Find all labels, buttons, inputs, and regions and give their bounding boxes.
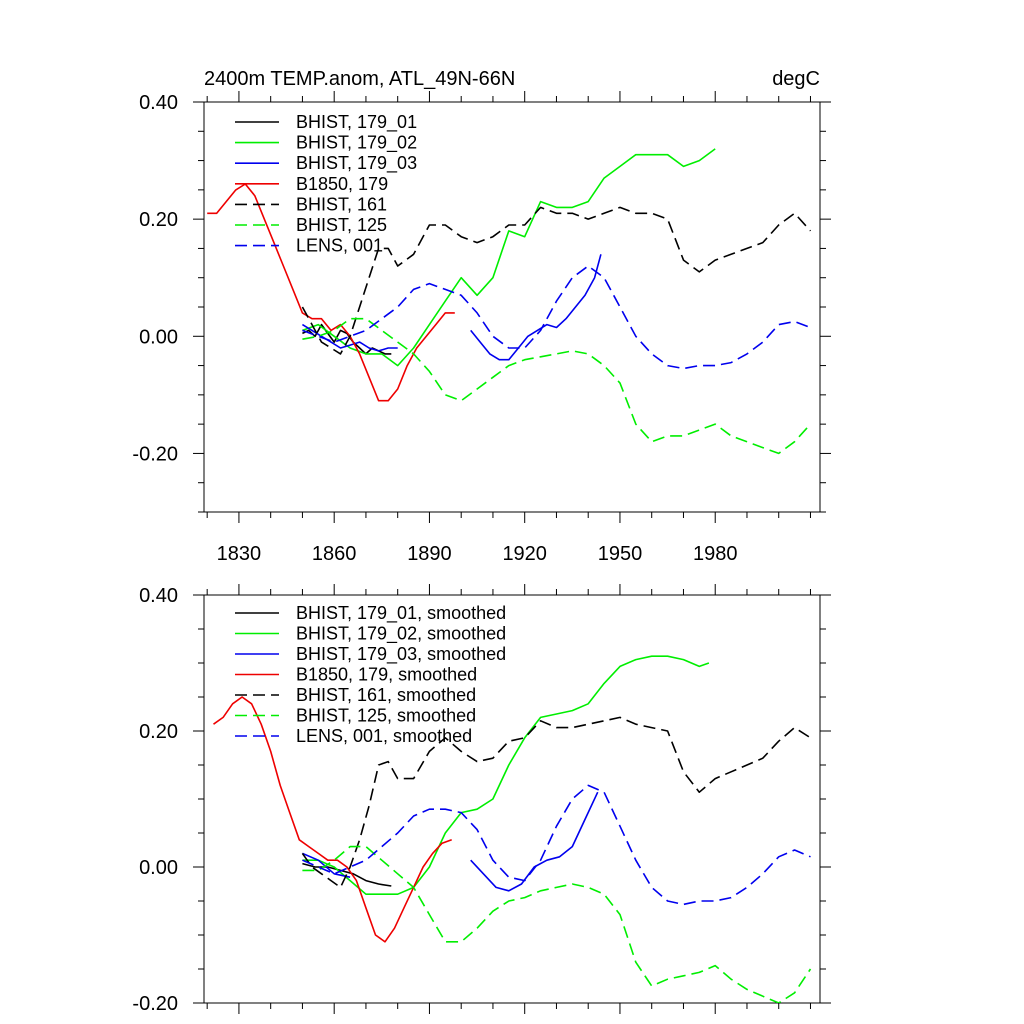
legend-label: BHIST, 179_01, smoothed bbox=[296, 603, 506, 624]
legend-label: BHIST, 161, smoothed bbox=[296, 685, 476, 705]
series-line-7 bbox=[302, 784, 811, 906]
series-layer bbox=[213, 655, 812, 1003]
units-label: degC bbox=[772, 68, 820, 90]
series-line-1 bbox=[302, 323, 392, 355]
x-tick-label: 1980 bbox=[693, 543, 738, 565]
x-tick-label: 1950 bbox=[598, 543, 643, 565]
series-line-2 bbox=[302, 655, 710, 895]
series-line-6 bbox=[302, 845, 812, 1003]
legend-label: BHIST, 179_02, smoothed bbox=[296, 624, 506, 645]
top-panel: 1830 1860 1890 1920 1950 1980 -0.20 0.00 0.20 0.4… bbox=[132, 68, 831, 565]
legend-label: B1850, 179, smoothed bbox=[296, 665, 477, 685]
y-tick-label: -0.20 bbox=[132, 443, 178, 465]
series-layer bbox=[207, 148, 812, 455]
series-line-2 bbox=[302, 148, 716, 367]
y-tick-label: 0.20 bbox=[139, 209, 178, 231]
series-line-7 bbox=[302, 265, 811, 370]
y-tick-label: -0.20 bbox=[132, 993, 178, 1015]
legend-label: BHIST, 179_03, smoothed bbox=[296, 644, 506, 665]
legend-label: BHIST, 125 bbox=[296, 215, 387, 235]
x-tick-label: 1830 bbox=[217, 543, 262, 565]
x-tick-label: 1890 bbox=[407, 543, 452, 565]
legend-label: BHIST, 125, smoothed bbox=[296, 706, 476, 726]
series-line-4 bbox=[213, 696, 452, 943]
bottom-panel: -0.20 0.00 0.20 0.40 BHIST, 179_01, smoothed… bbox=[132, 584, 831, 1015]
legend-label: BHIST, 179_01 bbox=[296, 112, 417, 133]
legend-label: LENS, 001 bbox=[296, 236, 383, 256]
y-tick-label: 0.20 bbox=[139, 721, 178, 743]
series-line-3 bbox=[301, 254, 602, 361]
x-tick-label: 1860 bbox=[312, 543, 357, 565]
legend-label: BHIST, 161 bbox=[296, 194, 387, 214]
legend-label: B1850, 179 bbox=[296, 174, 388, 194]
series-line-5 bbox=[301, 716, 811, 889]
y-tick-label: 0.40 bbox=[139, 585, 178, 607]
y-tick-label: 0.00 bbox=[139, 857, 178, 879]
legend-label: BHIST, 179_02 bbox=[296, 133, 417, 154]
series-line-5 bbox=[301, 206, 812, 355]
y-tick-label: 0.40 bbox=[139, 92, 178, 114]
x-tick-label: 1920 bbox=[502, 543, 547, 565]
chart-title: 2400m TEMP.anom, ATL_49N-66N bbox=[204, 68, 515, 90]
series-line-6 bbox=[302, 317, 812, 455]
series-line-1 bbox=[302, 862, 392, 887]
legend-label: BHIST, 179_03 bbox=[296, 153, 417, 174]
legend-label: LENS, 001, smoothed bbox=[296, 726, 472, 746]
series-line-3 bbox=[302, 791, 599, 892]
y-tick-label: 0.00 bbox=[139, 326, 178, 348]
